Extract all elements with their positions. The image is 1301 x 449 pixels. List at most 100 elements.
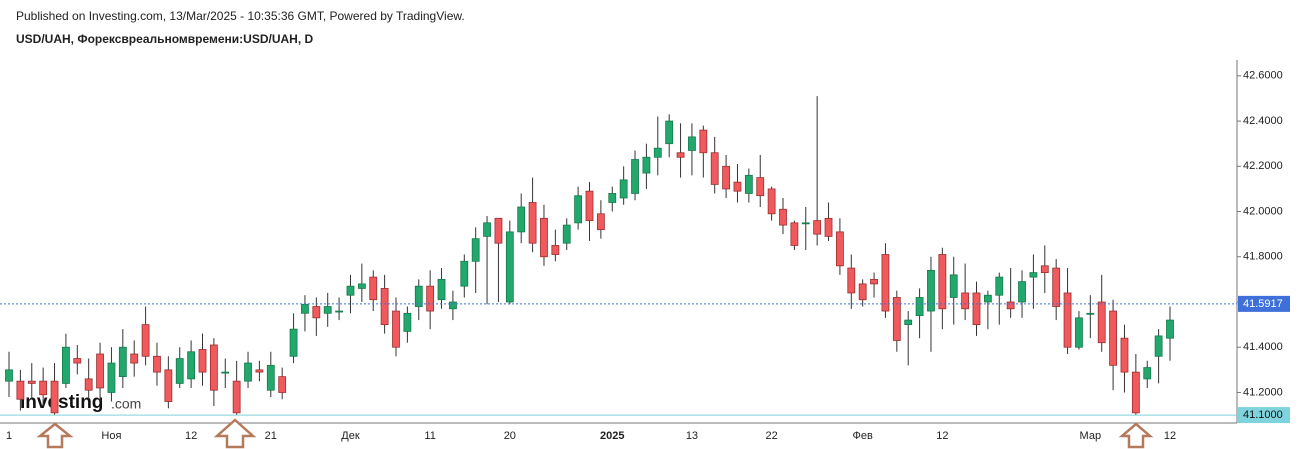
y-tick-label: 41.2000 xyxy=(1243,386,1283,398)
candle-body xyxy=(983,294,992,303)
candle-body xyxy=(744,174,753,194)
y-tick-label: 41.8000 xyxy=(1243,251,1283,263)
candle-body xyxy=(130,353,139,364)
candle-body xyxy=(585,190,594,221)
candle-body xyxy=(779,208,787,226)
candle-body xyxy=(62,346,70,384)
candle-body xyxy=(517,206,526,233)
candle-body xyxy=(232,380,241,414)
candle-body xyxy=(483,222,491,237)
y-tick-label: 42.6000 xyxy=(1243,70,1283,82)
candle-body xyxy=(84,378,93,391)
arrows xyxy=(36,418,1154,449)
candle-body xyxy=(335,310,343,313)
candle-body xyxy=(414,285,423,307)
candle-body xyxy=(824,217,833,237)
candle-body xyxy=(27,380,36,384)
candle-body xyxy=(790,222,799,246)
candle-body xyxy=(961,292,970,310)
candle-body xyxy=(676,152,685,158)
candle-body xyxy=(801,222,810,225)
candle-body xyxy=(153,355,161,373)
candle-body xyxy=(426,285,435,312)
candle-body xyxy=(574,195,583,224)
candle-body xyxy=(5,369,13,382)
candle-body xyxy=(505,231,514,303)
candle-body xyxy=(301,303,309,314)
candle-body xyxy=(904,319,913,326)
x-tick-label: 12 xyxy=(185,430,197,442)
candle-body xyxy=(494,217,503,244)
y-tick-label: 42.4000 xyxy=(1243,115,1283,127)
price-label: 41.1000 xyxy=(1243,409,1283,421)
candle-body xyxy=(1029,272,1038,278)
candle-body xyxy=(642,156,651,174)
x-tick-label: 13 xyxy=(686,430,698,442)
candle-body xyxy=(927,269,935,312)
price-label: 41.5917 xyxy=(1243,298,1283,310)
y-tick-label: 42.0000 xyxy=(1243,205,1283,217)
candle-body xyxy=(107,362,116,393)
candle-body xyxy=(972,292,981,326)
candle-body xyxy=(995,276,1004,296)
candle-body xyxy=(1131,371,1140,414)
candle-body xyxy=(665,120,674,145)
candle-body xyxy=(244,362,252,382)
candle-body xyxy=(631,159,639,194)
candle-body xyxy=(1018,281,1026,303)
candle-body xyxy=(380,288,389,326)
candle-body xyxy=(50,380,59,414)
candle-body xyxy=(449,301,457,310)
y-tick-label: 41.4000 xyxy=(1243,341,1283,353)
candle-body xyxy=(836,231,844,267)
candle-body xyxy=(164,369,173,402)
x-tick-label: 12 xyxy=(1164,430,1176,442)
candle-body xyxy=(278,376,287,393)
price-label-box xyxy=(1238,295,1290,312)
x-tick-label: Фев xyxy=(853,430,873,442)
candle-body xyxy=(209,344,218,391)
logo-text: Investing xyxy=(20,392,103,413)
y-tick-label: 42.2000 xyxy=(1243,160,1283,172)
candle-body xyxy=(881,254,890,312)
candle-body xyxy=(403,312,412,332)
candle-body xyxy=(471,238,480,262)
x-tick-label: Ноя xyxy=(101,430,121,442)
candle-body xyxy=(187,351,196,380)
candle-body xyxy=(619,179,628,199)
candle-body xyxy=(699,129,708,154)
candle-body xyxy=(255,369,264,373)
x-tick-label: 2025 xyxy=(600,430,624,442)
candle-body xyxy=(938,254,947,310)
candle-body xyxy=(346,285,355,296)
candle-body xyxy=(266,364,275,391)
candle-body xyxy=(722,165,730,190)
candle-body xyxy=(1075,317,1083,348)
candle-body xyxy=(96,353,104,389)
candle-body xyxy=(892,297,901,341)
x-tick-label: 20 xyxy=(504,430,516,442)
candle-body xyxy=(1143,367,1152,380)
candle-body xyxy=(847,267,856,294)
candle-body xyxy=(141,324,150,357)
candle-body xyxy=(198,349,207,373)
candle-body xyxy=(551,245,560,255)
candle-body xyxy=(949,274,958,298)
candle-body xyxy=(1063,292,1072,348)
candle-body xyxy=(1166,319,1174,339)
candle-body xyxy=(1040,265,1049,273)
candle-body xyxy=(710,152,719,185)
candle-body xyxy=(175,358,184,384)
candle-body xyxy=(323,306,332,314)
candle-body xyxy=(1006,301,1015,310)
candle-body xyxy=(767,188,776,215)
candle-body xyxy=(596,213,605,231)
candle-body xyxy=(688,136,696,151)
logo-suffix: .com xyxy=(111,396,141,412)
candle-body xyxy=(1097,301,1106,344)
candle-body xyxy=(73,358,82,364)
arrow xyxy=(1118,422,1154,449)
candle-body xyxy=(756,177,765,197)
candle-body xyxy=(437,278,446,301)
